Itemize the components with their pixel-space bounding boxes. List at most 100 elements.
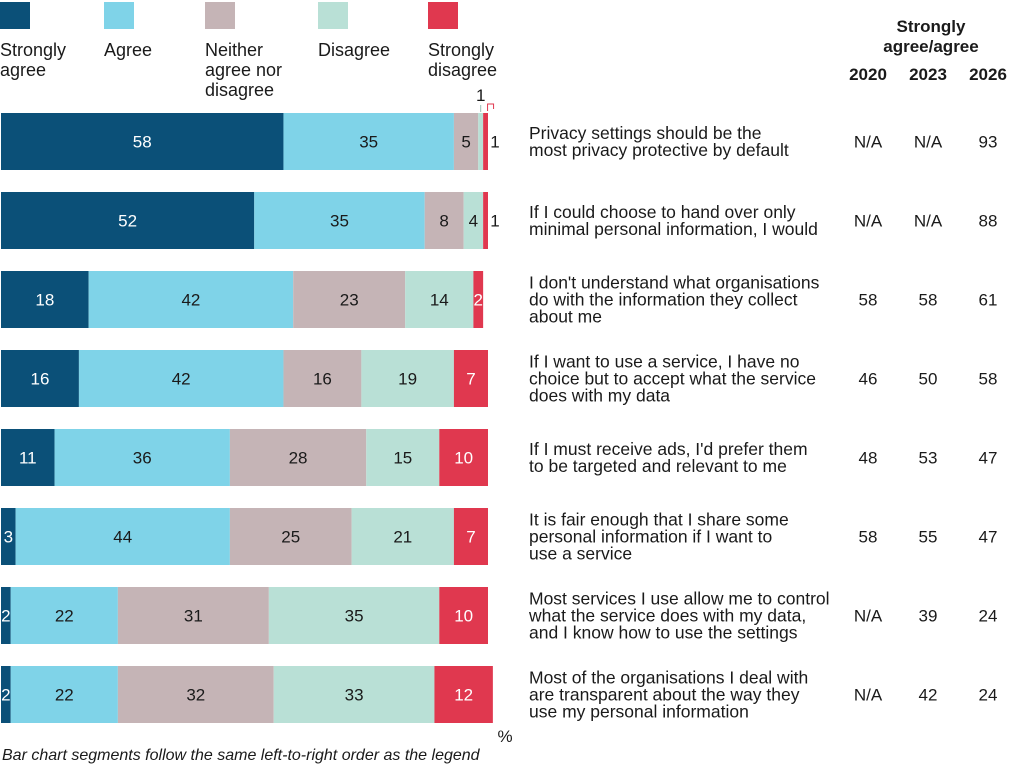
bar-segment-5-3: [229, 429, 367, 486]
summary-value-2-2026: 88: [979, 212, 998, 231]
bar-segment-4-3: [283, 350, 362, 407]
data-label-2-5: 1: [490, 212, 499, 231]
bar-segment-5-2: [54, 429, 230, 486]
bar-segment-7-1: [1, 587, 11, 644]
bar-segment-5-5: [439, 429, 488, 486]
summary-value-4-2020: 46: [859, 370, 878, 389]
data-label-6-3: 25: [281, 528, 300, 547]
statement-3: I don't understand what organisations do …: [529, 273, 820, 327]
bar-segment-1-3: [453, 113, 479, 170]
statement-2: If I could choose to hand over only minim…: [529, 202, 818, 239]
legend-swatch-2: [104, 2, 134, 29]
bar-segment-8-5: [434, 666, 493, 723]
data-label-1-1: 58: [133, 133, 152, 152]
statement-1: Privacy settings should be the most priva…: [529, 123, 789, 160]
bar-segment-4-4: [361, 350, 454, 407]
legend-label-2: Agree: [104, 40, 152, 60]
bar-segment-7-5: [439, 587, 488, 644]
statement-8: Most of the organisations I deal with are…: [529, 668, 808, 722]
summary-value-4-2023: 50: [919, 370, 938, 389]
data-label-4-3: 16: [313, 370, 332, 389]
bar-segment-6-3: [229, 508, 352, 565]
statement-6: It is fair enough that I share some perso…: [529, 510, 789, 564]
summary-value-5-2026: 47: [979, 449, 998, 468]
summary-value-4-2026: 58: [979, 370, 998, 389]
callout-marker-1-5: [487, 103, 495, 111]
summary-value-7-2026: 24: [979, 607, 998, 626]
summary-value-3-2023: 58: [919, 291, 938, 310]
bar-segment-6-4: [351, 508, 454, 565]
bar-segment-6-5: [453, 508, 488, 565]
data-label-7-5: 10: [454, 607, 473, 626]
bar-segment-7-2: [10, 587, 118, 644]
bar-segment-3-4: [405, 271, 474, 328]
bar-segment-8-4: [273, 666, 435, 723]
data-label-7-3: 31: [184, 607, 203, 626]
bar-segment-1-4: [478, 113, 484, 170]
data-label-3-4: 14: [430, 291, 449, 310]
unit-label: %: [497, 727, 512, 746]
data-label-7-4: 35: [345, 607, 364, 626]
year-header-2023: 2023: [909, 65, 947, 84]
bar-segment-8-1: [1, 666, 11, 723]
summary-header-line1: Strongly: [897, 17, 966, 36]
data-label-1-2: 35: [359, 133, 378, 152]
legend-swatch-3: [205, 2, 235, 29]
summary-value-8-2023: 42: [919, 686, 938, 705]
data-label-4-5: 7: [466, 370, 475, 389]
bar-segment-4-2: [78, 350, 284, 407]
summary-value-1-2026: 93: [979, 133, 998, 152]
data-label-2-4: 4: [469, 212, 478, 231]
bar-segment-2-1: [1, 192, 255, 249]
legend-label-3: Neither agree nor disagree: [205, 40, 282, 100]
bar-segment-4-5: [453, 350, 488, 407]
data-label-5-4: 15: [393, 449, 412, 468]
statement-7: Most services I use allow me to control w…: [528, 589, 830, 643]
data-label-8-4: 33: [345, 686, 364, 705]
bar-segment-2-4: [463, 192, 484, 249]
data-label-4-2: 42: [172, 370, 191, 389]
data-label-2-2: 35: [330, 212, 349, 231]
bar-segment-4-1: [1, 350, 79, 407]
summary-value-8-2020: N/A: [854, 686, 883, 705]
data-label-7-2: 22: [55, 607, 74, 626]
summary-value-7-2023: 39: [919, 607, 938, 626]
summary-value-5-2023: 53: [919, 449, 938, 468]
data-label-6-2: 44: [113, 528, 132, 547]
summary-value-3-2026: 61: [979, 291, 998, 310]
data-label-8-1: 2: [1, 686, 10, 705]
legend-label-5: Strongly disagree: [428, 40, 497, 80]
bar-segment-2-3: [424, 192, 464, 249]
summary-value-6-2020: 58: [859, 528, 878, 547]
bar-segment-3-2: [88, 271, 294, 328]
data-label-2-3: 8: [439, 212, 448, 231]
data-label-8-2: 22: [55, 686, 74, 705]
bar-segment-5-1: [1, 429, 55, 486]
bar-segment-3-5: [473, 271, 484, 328]
bar-segment-8-2: [10, 666, 118, 723]
data-label-6-1: 3: [4, 528, 13, 547]
bar-segment-1-1: [1, 113, 284, 170]
bar-segment-6-1: [1, 508, 16, 565]
legend-label-4: Disagree: [318, 40, 390, 60]
data-label-5-1: 11: [19, 449, 37, 468]
bar-segment-8-3: [117, 666, 274, 723]
summary-value-5-2020: 48: [859, 449, 878, 468]
summary-value-1-2023: N/A: [914, 133, 943, 152]
year-header-2020: 2020: [849, 65, 887, 84]
data-label-5-5: 10: [454, 449, 473, 468]
data-label-3-5: 2: [474, 291, 483, 310]
bar-segment-2-5: [483, 192, 488, 249]
data-label-6-4: 21: [393, 528, 412, 547]
year-header-2026: 2026: [969, 65, 1007, 84]
data-label-3-2: 42: [181, 291, 200, 310]
summary-value-7-2020: N/A: [854, 607, 883, 626]
bar-segment-3-1: [1, 271, 89, 328]
summary-value-2-2020: N/A: [854, 212, 883, 231]
data-label-8-3: 32: [186, 686, 205, 705]
data-label-3-1: 18: [35, 291, 54, 310]
statement-4: If I want to use a service, I have no cho…: [529, 352, 816, 406]
data-label-7-1: 2: [1, 607, 10, 626]
data-label-8-5: 12: [454, 686, 473, 705]
